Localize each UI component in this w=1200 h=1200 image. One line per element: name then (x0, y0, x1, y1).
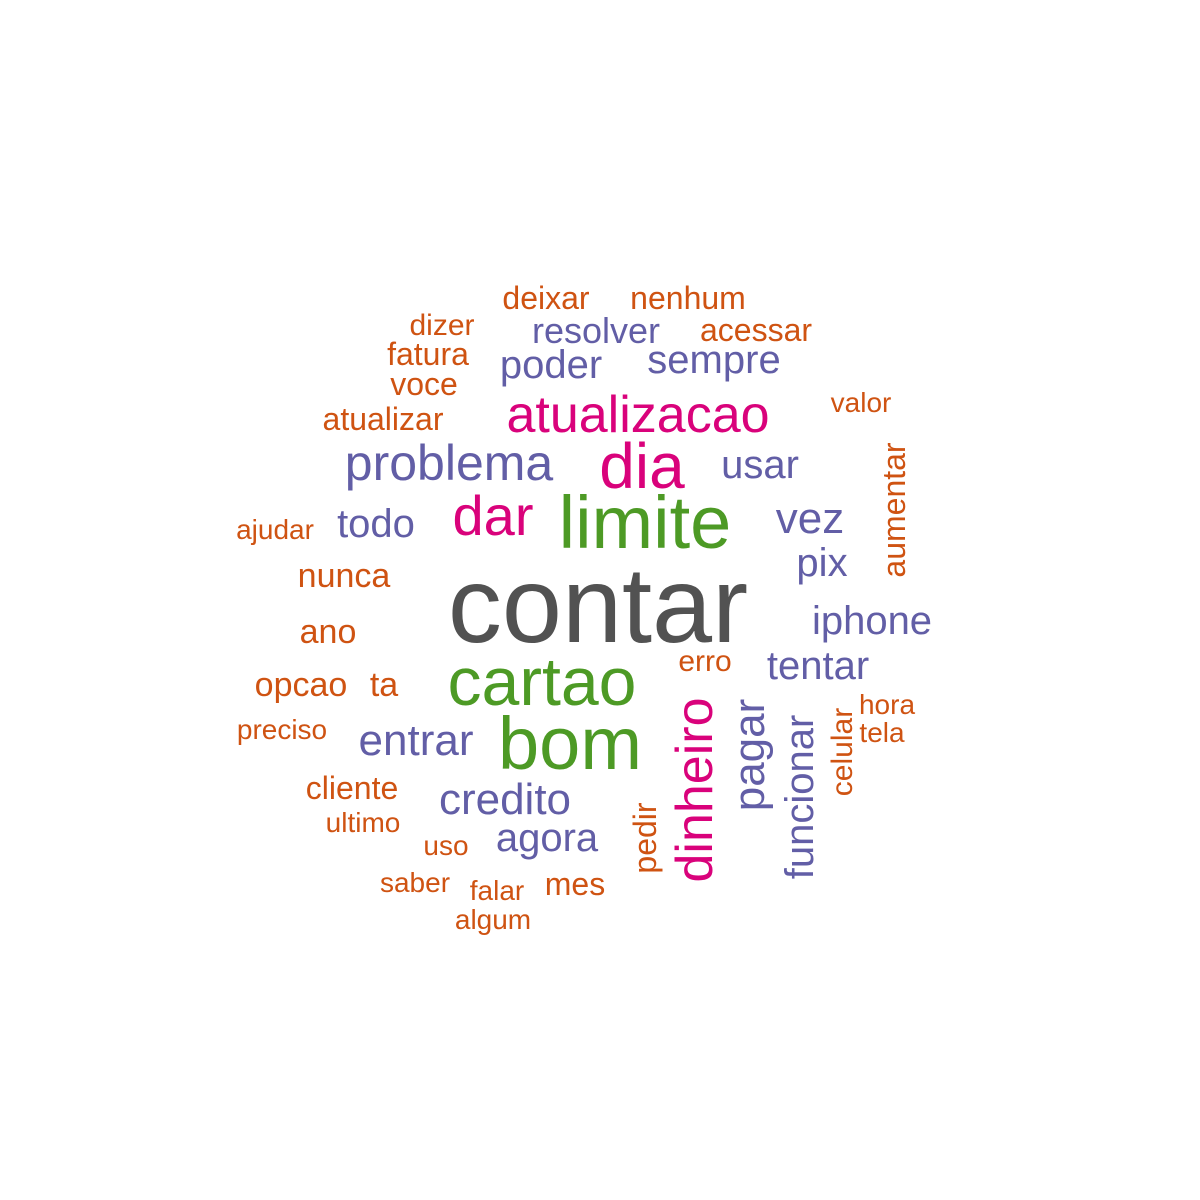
word-entrar: entrar (358, 716, 474, 765)
word-atualizar: atualizar (322, 401, 444, 437)
word-dar: dar (452, 484, 534, 547)
word-todo: todo (337, 502, 415, 546)
word-usar: usar (721, 443, 799, 487)
word-dinheiro: dinheiro (666, 697, 724, 883)
word-valor: valor (830, 387, 892, 418)
word-ajudar: ajudar (236, 514, 314, 545)
word-credito: credito (438, 775, 572, 824)
word-nunca: nunca (297, 557, 391, 595)
word-aumentar: aumentar (876, 442, 912, 578)
word-pedir: pedir (627, 802, 663, 874)
word-iphone: iphone (811, 599, 933, 643)
word-preciso: preciso (236, 714, 328, 745)
word-cartao: cartao (447, 644, 637, 720)
word-ano: ano (299, 613, 357, 651)
word-resolver: resolver (531, 310, 661, 351)
word-erro: erro (678, 645, 732, 678)
word-saber: saber (379, 867, 451, 898)
word-tentar: tentar (766, 644, 870, 688)
word-celular: celular (826, 707, 859, 797)
word-contar: contar (447, 544, 749, 665)
word-bom: bom (498, 702, 642, 785)
word-tela: tela (859, 717, 905, 748)
word-vez: vez (775, 494, 845, 543)
word-dia: dia (599, 430, 685, 502)
word-cliente: cliente (305, 770, 399, 806)
word-pagar: pagar (725, 698, 774, 812)
word-acessar: acessar (699, 312, 813, 348)
word-uso: uso (423, 830, 469, 861)
word-poder: poder (499, 343, 603, 387)
word-falar: falar (469, 875, 525, 906)
word-mes: mes (544, 866, 606, 902)
word-nenhum: nenhum (630, 280, 746, 316)
word-ta: ta (369, 666, 399, 704)
word-limite: limite (558, 481, 732, 564)
word-dizer: dizer (409, 309, 475, 342)
word-voce: voce (390, 366, 458, 402)
word-sempre: sempre (647, 338, 781, 382)
word-ultimo: ultimo (325, 807, 401, 838)
word-opcao: opcao (254, 666, 348, 704)
word-pix: pix (796, 541, 848, 585)
word-hora: hora (858, 689, 916, 720)
word-funcionar: funcionar (778, 714, 822, 880)
word-fatura: fatura (387, 336, 469, 372)
word-problema: problema (344, 435, 554, 491)
word-atualizacao: atualizacao (506, 386, 770, 444)
word-algum: algum (454, 904, 532, 935)
word-deixar: deixar (502, 280, 590, 316)
word-agora: agora (495, 816, 599, 860)
